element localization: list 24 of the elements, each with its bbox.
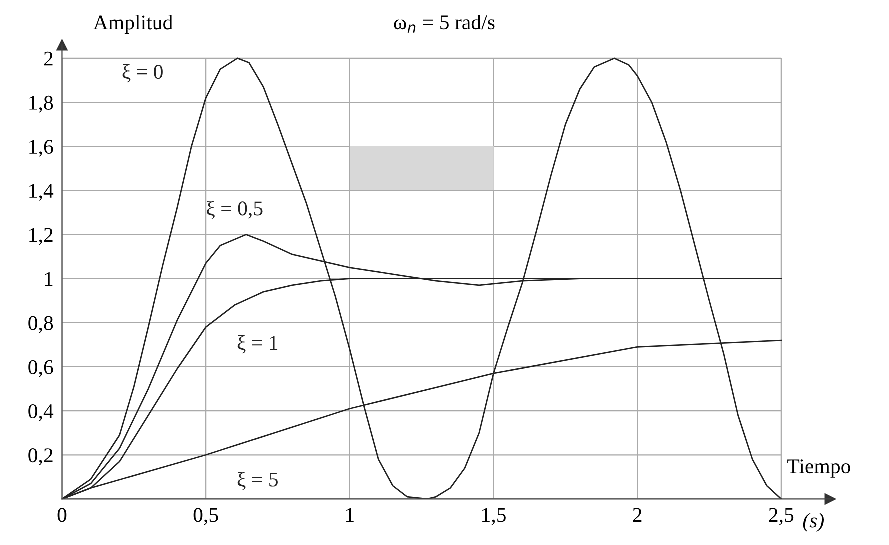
x-tick-label: 1,5	[482, 508, 506, 526]
y-tick-label: 0,8	[28, 316, 54, 334]
x-tick-label: 0,5	[194, 508, 218, 526]
y-tick-label: 0,6	[28, 360, 54, 378]
x-tick-label: 2,5	[769, 508, 794, 526]
x-tick-label: 0	[58, 508, 67, 522]
y-tick-label: 1,8	[30, 96, 54, 113]
y-tick-label: 2	[44, 52, 53, 66]
x-tick-label: 2	[633, 508, 642, 522]
y-tick-label: 1,4	[30, 184, 54, 202]
y-axis-title: Amplitud	[94, 15, 173, 34]
series-label: ξ = 1	[238, 335, 278, 354]
text: ξ = 0	[122, 64, 163, 83]
text: (s)	[803, 513, 824, 532]
y-tick-label: 1,2	[30, 228, 53, 246]
series-label: ξ = 0,5	[207, 200, 263, 220]
y-tick-label: 1,6	[30, 140, 54, 158]
y-tick-label: 0,4	[28, 404, 54, 422]
y-tick-label: 1	[45, 272, 53, 286]
chart-title: ω$_{n}$ = 5 rad/s	[394, 14, 495, 33]
series-label: ξ = 5	[238, 472, 278, 490]
y-tick-label: 0,2	[28, 448, 53, 466]
x-tick-label: 1	[346, 508, 354, 522]
x-axis-title: Tiempo	[788, 460, 850, 478]
